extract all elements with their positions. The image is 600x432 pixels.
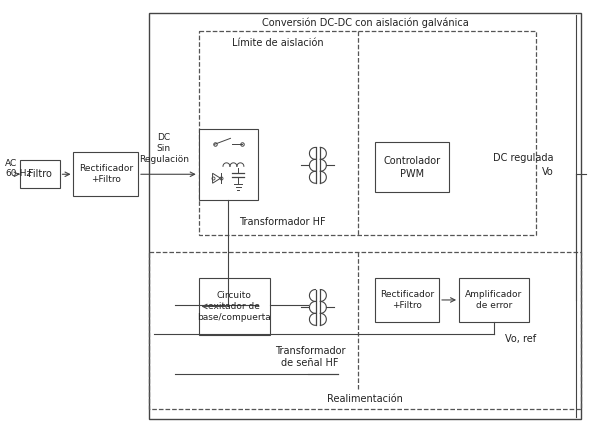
Text: Controlador
PWM: Controlador PWM (383, 156, 440, 178)
Bar (199, 278, 270, 335)
Text: DC regulada: DC regulada (493, 153, 553, 163)
Text: AC
60-Hz: AC 60-Hz (5, 159, 31, 178)
Bar (199, 129, 258, 200)
Text: Amplificador
de error: Amplificador de error (465, 290, 523, 310)
Text: Transformador
de señal HF: Transformador de señal HF (275, 346, 345, 368)
Text: Conversión DC-DC con aislación galvánica: Conversión DC-DC con aislación galvánica (262, 18, 469, 29)
Bar (459, 278, 529, 322)
Text: Realimentación: Realimentación (327, 394, 403, 404)
Text: Filtro: Filtro (28, 169, 52, 179)
Bar (199, 31, 536, 235)
Bar (374, 143, 449, 192)
Text: Límite de aislación: Límite de aislación (232, 38, 324, 48)
Text: DC
Sin
Regulaciön: DC Sin Regulaciön (139, 133, 189, 164)
Text: Vo, ref: Vo, ref (505, 334, 536, 344)
Bar (73, 152, 138, 196)
Bar (20, 160, 59, 188)
Text: Circuito
exitador de
base/compuerta: Circuito exitador de base/compuerta (197, 291, 271, 322)
Text: Transformador HF: Transformador HF (239, 217, 325, 227)
Text: Rectificador
+Filtro: Rectificador +Filtro (380, 290, 434, 310)
Bar (149, 13, 581, 419)
Bar (149, 252, 581, 409)
Text: Vo: Vo (542, 167, 553, 177)
Bar (374, 278, 439, 322)
Text: Rectificador
+Filtro: Rectificador +Filtro (79, 164, 133, 184)
